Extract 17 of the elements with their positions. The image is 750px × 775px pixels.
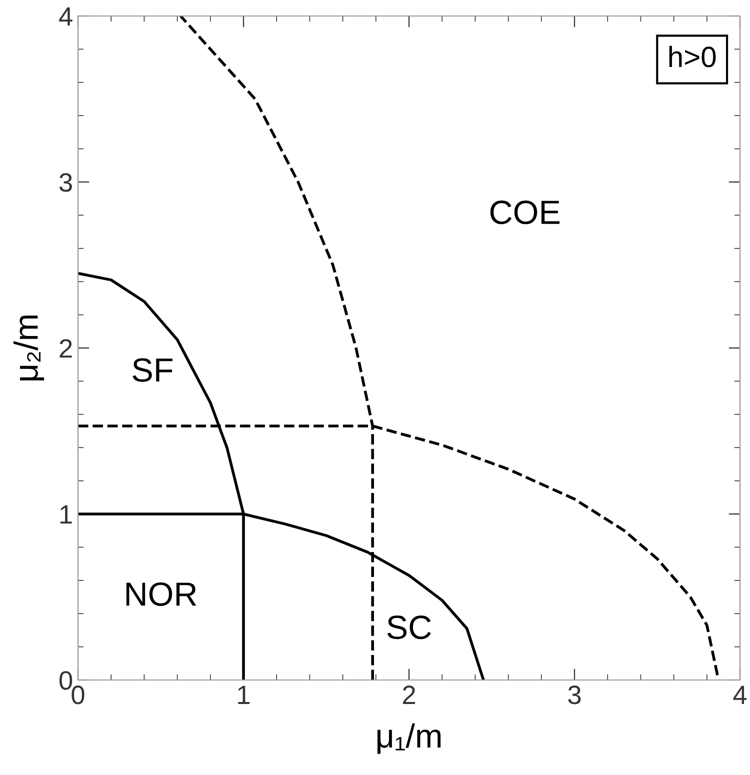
x-tick-label: 1 xyxy=(238,686,250,704)
y-tick-label: 4 xyxy=(59,7,72,26)
x-tick-label: 0 xyxy=(72,686,84,704)
y-tick-label: 1 xyxy=(60,505,72,524)
annotation: h>0 xyxy=(669,46,716,68)
x-tick-label: 4 xyxy=(733,686,747,704)
annotation: SC xyxy=(387,616,431,640)
annotation: COE xyxy=(490,200,560,224)
y-tick-label: 2 xyxy=(60,339,72,358)
y-tick-label: 3 xyxy=(59,173,72,192)
x-tick-label: 2 xyxy=(402,686,416,704)
annotation: SF xyxy=(132,358,172,382)
y-tick-label: 0 xyxy=(59,671,72,690)
x-axis-title: μ₁/m xyxy=(378,723,441,754)
y-axis-title: μ₂/m xyxy=(14,316,44,380)
x-tick-label: 3 xyxy=(568,686,581,704)
annotation: NOR xyxy=(126,582,196,606)
